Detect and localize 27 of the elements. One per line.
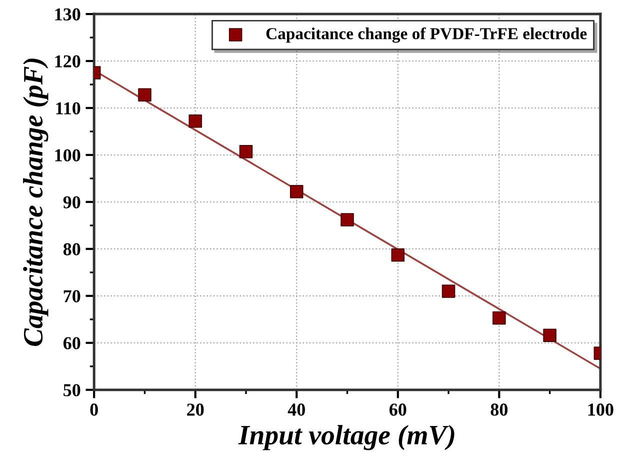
y-tick-label: 90 (63, 196, 80, 208)
x-tick-label: 0 (90, 404, 98, 416)
y-tick-label: 130 (55, 8, 80, 20)
y-tick-label: 110 (56, 102, 80, 114)
y-tick-label: 80 (63, 243, 80, 256)
legend-label: Capacitance change of PVDF-TrFE electrode (266, 27, 587, 43)
point (442, 284, 456, 298)
point (492, 311, 506, 325)
point (290, 184, 304, 198)
point (138, 88, 152, 102)
x-tick-label: 60 (389, 404, 406, 416)
y-tick-label: 50 (64, 384, 80, 396)
x-axis-title: Input voltage (mV) (238, 424, 454, 450)
point (188, 114, 202, 128)
y-tick-label: 60 (63, 337, 80, 350)
point (391, 248, 405, 262)
x-tick-label: 40 (288, 404, 305, 416)
y-tick-label: 100 (55, 149, 80, 162)
point (543, 328, 556, 342)
y-tick-label: 70 (64, 290, 80, 302)
point (340, 213, 354, 226)
y-tick-label: 120 (55, 55, 80, 68)
x-tick-label: 80 (490, 404, 508, 416)
x-tick-label: 100 (588, 404, 614, 416)
point (239, 145, 253, 158)
x-tick-label: 20 (187, 404, 204, 416)
y-axis-title: Capacitance change (pF) (23, 58, 48, 346)
